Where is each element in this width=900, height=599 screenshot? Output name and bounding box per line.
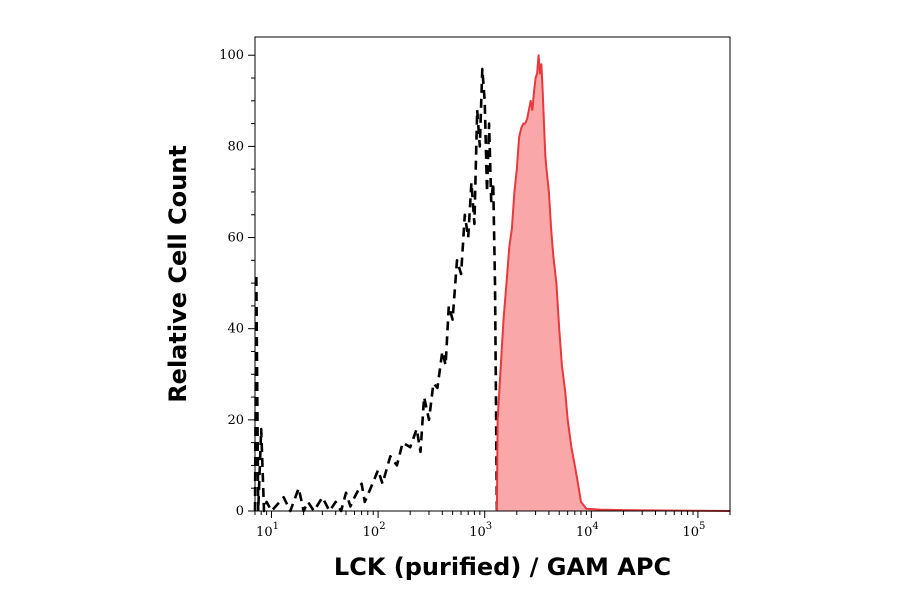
y-tick-label: 40 <box>227 322 244 337</box>
x-tick-layer: 101 102 103 104 105 <box>256 511 705 540</box>
x-tick-label: 102 <box>363 521 386 540</box>
x-tick-label: 103 <box>469 521 492 540</box>
x-tick-label: 105 <box>682 521 705 540</box>
y-tick-layer: 0 20 40 60 80 100 <box>219 48 255 519</box>
y-tick-label: 60 <box>227 231 244 246</box>
series-fill-1 <box>496 55 730 511</box>
series-line-0 <box>253 67 501 513</box>
y-tick-label: 0 <box>236 504 244 519</box>
x-tick-label: 101 <box>256 521 279 540</box>
series-line-1 <box>495 54 731 512</box>
y-tick-label: 80 <box>227 139 244 154</box>
y-tick-label: 100 <box>219 48 244 63</box>
y-minor-ticks <box>251 77 255 489</box>
series-layer <box>253 54 731 513</box>
y-axis-title: Relative Cell Count <box>164 145 192 403</box>
y-tick-label: 20 <box>227 413 244 428</box>
plot-frame <box>254 36 731 512</box>
x-axis-title: LCK (purified) / GAM APC <box>334 553 671 581</box>
x-minor-ticks <box>254 511 731 515</box>
x-tick-label: 104 <box>576 521 599 540</box>
